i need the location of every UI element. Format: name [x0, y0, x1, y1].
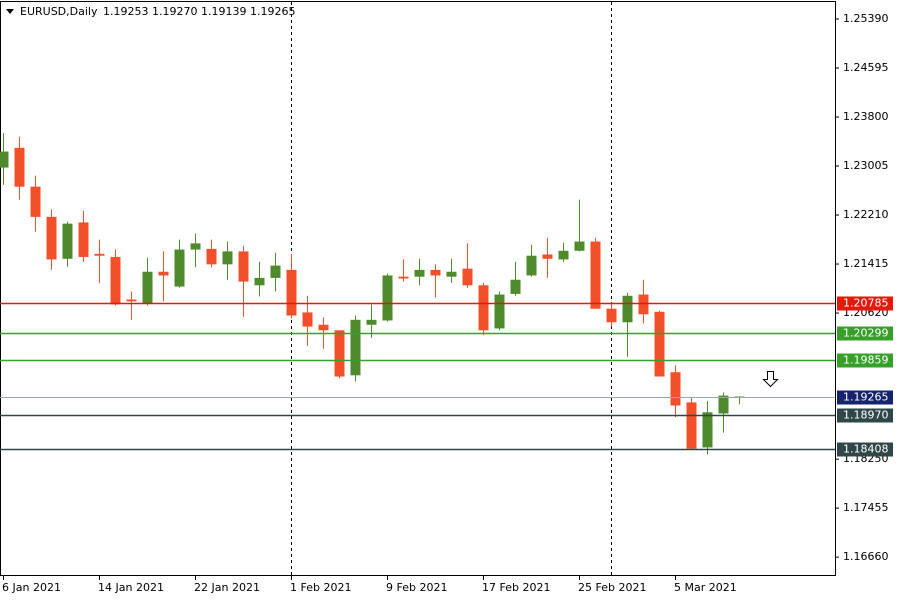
level-label: 1.19265 — [843, 391, 889, 404]
candle-body — [446, 271, 457, 277]
x-tick-label: 6 Jan 2021 — [2, 581, 61, 594]
y-tick-label: 1.23800 — [843, 110, 889, 123]
candle-body — [510, 279, 521, 294]
candle-body — [334, 330, 345, 377]
x-tick-label: 17 Feb 2021 — [482, 581, 550, 594]
level-label: 1.18970 — [843, 409, 889, 422]
y-tick-label: 1.21415 — [843, 257, 889, 270]
level-label-box — [837, 296, 893, 311]
candle-body — [686, 402, 697, 449]
quote-open: 1.19253 — [103, 5, 149, 18]
candle-body — [270, 265, 281, 278]
level-label: 1.20785 — [843, 297, 889, 310]
candle-body — [238, 251, 249, 282]
candle-body — [398, 276, 409, 279]
level-label-box — [837, 390, 893, 405]
candle-body — [0, 151, 9, 168]
candle-body — [254, 277, 265, 286]
candle-body — [702, 412, 713, 448]
candle-body — [542, 254, 553, 259]
candle-body — [638, 294, 649, 315]
candle-body — [718, 395, 729, 414]
level-label-box — [837, 326, 893, 341]
x-tick-label: 9 Feb 2021 — [386, 581, 447, 594]
y-tick-label: 1.25390 — [843, 12, 889, 25]
level-label: 1.19859 — [843, 354, 889, 367]
candle-body — [142, 271, 153, 304]
level-label-box — [837, 408, 893, 423]
quote-close: 1.19265 — [250, 5, 296, 18]
x-tick-label: 5 Mar 2021 — [674, 581, 737, 594]
candle-body — [222, 251, 233, 265]
menu-triangle[interactable] — [6, 9, 14, 14]
y-tick-label: 1.17455 — [843, 501, 889, 514]
x-tick-label: 1 Feb 2021 — [290, 581, 351, 594]
y-tick-label: 1.24595 — [843, 61, 889, 74]
candle-body — [78, 222, 89, 257]
candle-body — [126, 299, 137, 302]
candle-body — [30, 186, 41, 217]
level-label: 1.18408 — [843, 443, 889, 456]
candle-body — [382, 275, 393, 321]
candle-body — [174, 249, 185, 287]
level-label-box — [837, 353, 893, 368]
candle-body — [670, 372, 681, 406]
x-tick-label: 14 Jan 2021 — [98, 581, 164, 594]
candle-body — [526, 255, 537, 276]
candle-body — [654, 311, 665, 377]
candle-body — [302, 312, 313, 327]
candle-body — [558, 250, 569, 260]
plot-frame — [0, 1, 836, 576]
symbol-label: EURUSD,Daily — [20, 5, 98, 18]
candle-body — [414, 269, 425, 277]
candle-body — [190, 243, 201, 250]
candle-body — [494, 294, 505, 329]
y-tick-label: 1.16660 — [843, 550, 889, 563]
y-tick-label: 1.22210 — [843, 208, 889, 221]
candle-body — [286, 269, 297, 316]
y-tick-label: 1.23005 — [843, 159, 889, 172]
candle-body — [574, 241, 585, 251]
candle-body — [94, 253, 105, 256]
level-label-box — [837, 442, 893, 457]
x-tick-label: 25 Feb 2021 — [578, 581, 646, 594]
quote-low: 1.19139 — [201, 5, 247, 18]
candle-body — [206, 248, 217, 265]
candles — [0, 133, 745, 455]
candle-body — [590, 241, 601, 309]
sell-arrow[interactable] — [762, 371, 779, 388]
candle-body — [622, 295, 633, 323]
candle-body — [350, 319, 361, 376]
candle-body — [110, 256, 121, 305]
candle-body — [430, 269, 441, 276]
candle-body — [14, 147, 25, 187]
candle-body — [366, 319, 377, 325]
candle-body — [606, 308, 617, 323]
x-tick-label: 22 Jan 2021 — [194, 581, 260, 594]
quote-high: 1.19270 — [152, 5, 198, 18]
candle-body — [158, 271, 169, 276]
candle-body — [478, 285, 489, 331]
candle-body — [62, 223, 73, 259]
candle-body — [318, 324, 329, 331]
level-label: 1.20299 — [843, 327, 889, 340]
candle-body — [462, 268, 473, 286]
candle-body — [46, 216, 57, 260]
